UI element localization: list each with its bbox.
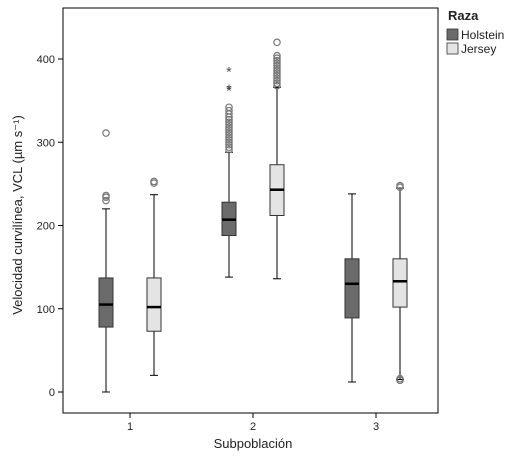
outlier-point — [273, 76, 281, 85]
outlier-point — [225, 140, 233, 149]
x-tick-label: 3 — [373, 421, 379, 433]
x-axis: 1 2 3 — [127, 413, 379, 433]
outlier-point — [150, 177, 158, 186]
y-tick-label: 300 — [37, 137, 55, 149]
outlier-point — [273, 54, 281, 62]
legend-label-jersey: Jersey — [461, 42, 496, 56]
box-iqr — [98, 277, 114, 328]
extreme-point: * — [226, 63, 232, 79]
outlier-point — [273, 56, 281, 65]
box-holstein-2: *** — [221, 63, 237, 278]
outlier-point — [225, 145, 233, 154]
y-tick-label: 100 — [37, 304, 55, 316]
outlier-point — [273, 69, 281, 77]
outlier-point — [273, 59, 281, 67]
outlier-point — [225, 125, 233, 134]
outlier-point — [273, 51, 281, 60]
legend-swatch-holstein — [446, 28, 459, 41]
outlier-point — [273, 61, 281, 70]
y-axis-title: Velocidad curvilínea, VCL (µm s⁻¹) — [10, 115, 25, 315]
box-iqr — [146, 277, 162, 332]
box-jersey-3 — [392, 181, 408, 385]
outlier-point — [225, 133, 233, 142]
box-iqr — [392, 258, 408, 308]
legend-title: Raza — [448, 8, 479, 23]
y-tick-label: 200 — [37, 221, 55, 233]
outlier-point — [225, 135, 233, 144]
box-iqr — [344, 258, 360, 319]
outlier-point — [225, 128, 233, 137]
box-jersey-2 — [269, 38, 285, 280]
x-tick-label: 1 — [127, 421, 133, 433]
outlier-point — [225, 138, 233, 147]
outlier-point — [273, 81, 281, 90]
outlier-point — [225, 120, 233, 129]
outlier-point — [273, 38, 281, 47]
legend-label-holstein: Holstein — [461, 28, 504, 42]
outlier-point — [102, 191, 110, 200]
outlier-point — [396, 374, 404, 383]
plot-area — [62, 7, 439, 414]
outlier-point — [102, 129, 110, 137]
outlier-point — [102, 196, 110, 205]
outlier-point — [225, 103, 233, 112]
box-jersey-1 — [146, 177, 162, 376]
outlier-point — [225, 143, 233, 152]
outlier-point — [273, 79, 281, 87]
outlier-point — [225, 123, 233, 132]
outlier-point — [273, 71, 281, 80]
outlier-point — [273, 66, 281, 75]
y-tick-label: 400 — [37, 54, 55, 66]
legend-swatch-jersey — [446, 42, 459, 55]
outlier-point — [273, 64, 281, 72]
extreme-point: * — [226, 81, 232, 97]
legend: Raza Holstein Jersey — [446, 8, 504, 56]
y-axis: 0 100 200 300 400 — [37, 54, 63, 399]
box-series: *** — [98, 38, 408, 393]
plot-border — [62, 7, 439, 414]
outlier-point — [273, 74, 281, 82]
outlier-point — [225, 118, 233, 127]
extreme-point: * — [226, 83, 232, 99]
outlier-point — [225, 106, 233, 115]
box-holstein-3 — [344, 193, 360, 383]
x-axis-title: Subpoblación — [214, 436, 293, 451]
x-tick-label: 2 — [250, 421, 256, 433]
y-tick-label: 0 — [49, 387, 55, 399]
box-holstein-1 — [98, 129, 114, 393]
outlier-point — [225, 130, 233, 139]
outlier-point — [396, 181, 404, 190]
